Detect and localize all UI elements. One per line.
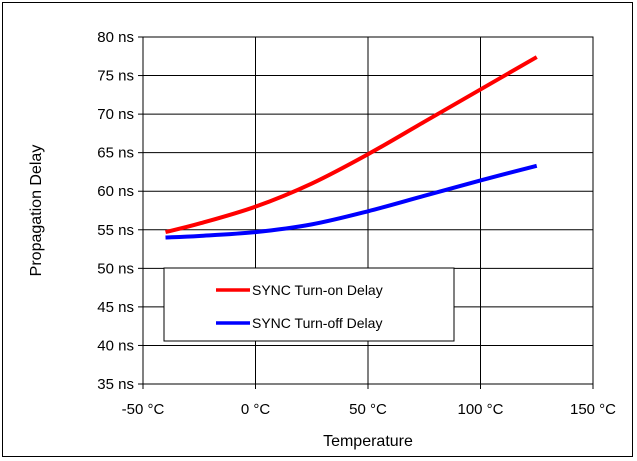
y-tick-label: 40 ns	[97, 337, 134, 354]
series-line-turn-off	[165, 163, 538, 240]
x-tick-label: 150 °C	[570, 401, 616, 418]
y-tick-label: 45 ns	[97, 299, 134, 316]
y-tick-label: 50 ns	[97, 260, 134, 277]
y-tick-label: 35 ns	[97, 376, 134, 393]
y-tick-label: 65 ns	[97, 145, 134, 162]
series-line-turn-on	[165, 55, 538, 235]
x-tick-label: -50 °C	[122, 401, 165, 418]
legend-box	[163, 267, 455, 342]
y-tick-label: 70 ns	[97, 106, 134, 123]
y-tick-label: 60 ns	[97, 183, 134, 200]
y-axis-ticks: 35 ns 40 ns 45 ns 50 ns 55 ns 60 ns 65 ns 70 ns…	[97, 29, 143, 393]
x-tick-label: 100 °C	[457, 401, 503, 418]
y-tick-label: 80 ns	[97, 29, 134, 46]
series-lines	[165, 55, 538, 240]
y-tick-label: 55 ns	[97, 222, 134, 239]
y-tick-label: 75 ns	[97, 68, 134, 85]
legend: SYNC Turn-on Delay SYNC Turn-off Delay	[163, 267, 455, 342]
x-tick-label: 0 °C	[241, 401, 271, 418]
legend-label-turn-off: SYNC Turn-off Delay	[252, 315, 382, 331]
x-axis-ticks: -50 °C 0 °C 50 °C 100 °C 150 °C	[122, 384, 616, 418]
y-axis-label: Propagation Delay	[28, 145, 45, 277]
x-tick-label: 50 °C	[349, 401, 387, 418]
x-axis-label: Temperature	[323, 433, 413, 450]
legend-label-turn-on: SYNC Turn-on Delay	[252, 282, 383, 298]
